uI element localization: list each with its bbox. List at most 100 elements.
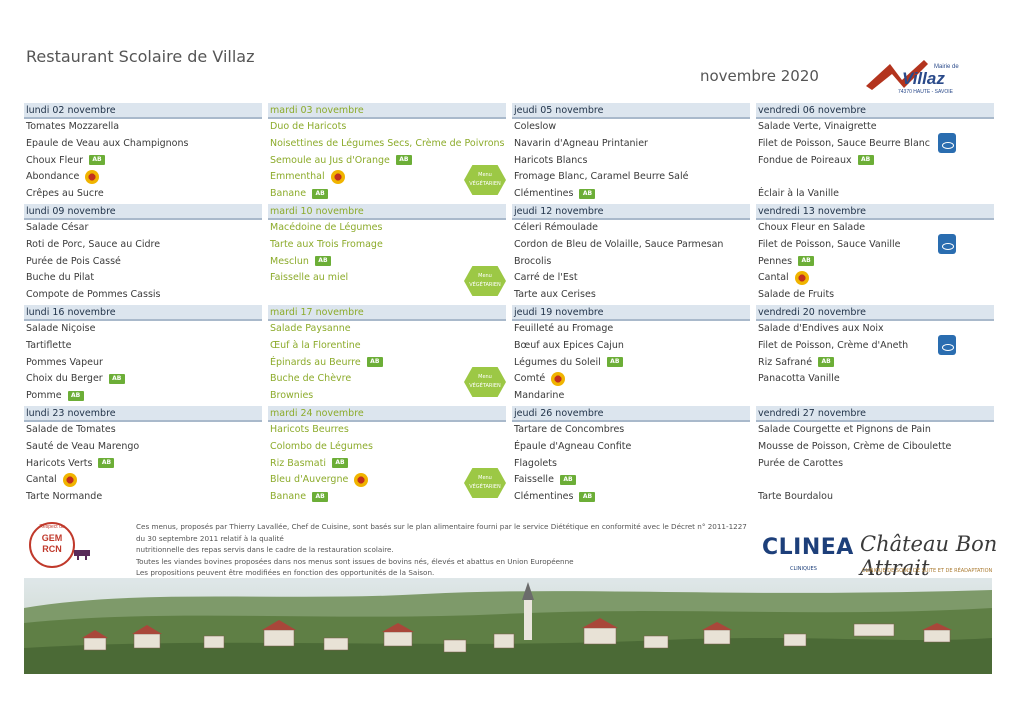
menu-item: Cantal: [756, 270, 994, 287]
menu-item: Banane AB: [268, 489, 506, 506]
menu-item: Filet de Poisson, Sauce Vanille: [756, 237, 994, 254]
menu-item-label: Roti de Porc, Sauce au Cidre: [26, 238, 161, 250]
menu-item: Œuf à la Florentine: [268, 338, 506, 355]
footer-line: nutritionnelle des repas servis dans le …: [136, 545, 394, 554]
menu-item-label: Mandarine: [514, 390, 565, 402]
menu-item: Bleu d'Auvergne: [268, 472, 506, 489]
day-header: jeudi 19 novembre: [512, 305, 750, 321]
menu-item-label: Cordon de Bleu de Volaille, Sauce Parmes…: [514, 238, 724, 250]
menu-item-label: Banane: [270, 491, 307, 503]
day-column: lundi 02 novembre Tomates Mozzarella Epaul…: [24, 103, 268, 204]
menu-item: Haricots Blancs: [512, 153, 750, 170]
day-header: mardi 10 novembre: [268, 204, 506, 220]
day-column: jeudi 26 novembre Tartare de Concombres Ép…: [512, 406, 756, 507]
menu-item: Coleslow: [512, 119, 750, 136]
menu-item-label: Fromage Blanc, Caramel Beurre Salé: [514, 171, 689, 183]
menu-item: Légumes du Soleil AB: [512, 355, 750, 372]
menu-item-label: Haricots Verts: [26, 457, 93, 469]
organic-ab-icon: AB: [579, 188, 596, 199]
menu-item-label: Légumes du Soleil: [514, 356, 601, 368]
day-header: lundi 16 novembre: [24, 305, 262, 321]
menu-item: Purée de Pois Cassé: [24, 254, 262, 271]
menu-item: [756, 472, 994, 489]
menu-item-label: Purée de Carottes: [758, 457, 844, 469]
clinea-logo: CLINEA: [762, 535, 854, 560]
menu-item: Clémentines AB: [512, 186, 750, 203]
menu-item-label: Macédoine de Légumes: [270, 222, 383, 233]
menu-items: Salade de Tomates Sauté de Veau Marengo Ha…: [24, 422, 262, 506]
menu-item: Tomates Mozzarella: [24, 119, 262, 136]
menu-item: Tarte Bourdalou: [756, 489, 994, 506]
menu-item: Choux Fleur en Salade: [756, 220, 994, 237]
menu-item-label: Salade Niçoise: [26, 323, 96, 334]
menu-item-label: Clémentines: [514, 491, 574, 503]
menu-item: Salade Verte, Vinaigrette: [756, 119, 994, 136]
organic-ab-icon: AB: [395, 155, 412, 166]
menu-item: Mousse de Poisson, Crème de Ciboulette: [756, 439, 994, 456]
organic-ab-icon: AB: [559, 474, 576, 485]
menu-item: Salade César: [24, 220, 262, 237]
day-header: vendredi 20 novembre: [756, 305, 994, 321]
bon-attrait-subtitle: CLINIQUE DE SOINS DE SUITE ET DE RÉADAPT…: [862, 568, 993, 574]
aop-label-icon: [62, 472, 77, 487]
menu-item-label: Tartare de Concombres: [514, 424, 625, 435]
week-row: lundi 16 novembre Salade Niçoise Tartiflet…: [24, 305, 1000, 406]
menu-item: Colombo de Légumes: [268, 439, 506, 456]
menu-item: Pomme AB: [24, 388, 262, 405]
menu-item: Duo de Haricots: [268, 119, 506, 136]
menu-item: Emmenthal: [268, 169, 506, 186]
week-row: lundi 23 novembre Salade de Tomates Sauté …: [24, 406, 1000, 507]
menu-item-label: Mesclun: [270, 255, 309, 267]
menu-item: Bœuf aux Epices Cajun: [512, 338, 750, 355]
menu-items: Feuilleté au Fromage Bœuf aux Epices Caju…: [512, 321, 750, 405]
menu-items: Salade César Roti de Porc, Sauce au Cidre…: [24, 220, 262, 304]
footer-line: Les propositions peuvent être modifiées …: [136, 568, 435, 577]
menu-item: Buche du Pilat: [24, 270, 262, 287]
menu-item: Roti de Porc, Sauce au Cidre: [24, 237, 262, 254]
day-header: vendredi 27 novembre: [756, 406, 994, 422]
day-column: mardi 10 novembre Macédoine de Légumes Tar…: [268, 204, 512, 305]
menu-item-label: Crêpes au Sucre: [26, 188, 104, 200]
menu-item-label: Salade Paysanne: [270, 323, 351, 334]
menu-item: Abondance: [24, 169, 262, 186]
organic-ab-icon: AB: [818, 357, 835, 368]
organic-ab-icon: AB: [331, 458, 348, 469]
menu-item: Purée de Carottes: [756, 456, 994, 473]
menu-item: Tarte Normande: [24, 489, 262, 506]
day-column: vendredi 06 novembre Salade Verte, Vinaig…: [756, 103, 1000, 204]
menu-items: Haricots Beurres Colombo de Légumes Riz Ba…: [268, 422, 506, 506]
day-column: mardi 03 novembre Duo de Haricots Noisetti…: [268, 103, 512, 204]
menu-item-label: Brocolis: [514, 255, 552, 267]
week-row: lundi 09 novembre Salade César Roti de Por…: [24, 204, 1000, 305]
aop-label-icon: [85, 169, 100, 184]
menu-item: Buche de Chèvre: [268, 371, 506, 388]
menu-item: Crêpes au Sucre: [24, 186, 262, 203]
menu-item-label: Tarte aux Trois Fromage: [270, 238, 383, 250]
menu-items: Céleri Rémoulade Cordon de Bleu de Volail…: [512, 220, 750, 304]
menu-items: Coleslow Navarin d'Agneau Printanier Haric…: [512, 119, 750, 203]
organic-ab-icon: AB: [579, 491, 596, 502]
menu-item-label: Colombo de Légumes: [270, 440, 373, 452]
day-column: vendredi 27 novembre Salade Courgette et …: [756, 406, 1000, 507]
menu-item-label: Bœuf aux Epices Cajun: [514, 339, 624, 351]
menu-item: Salade de Fruits: [756, 287, 994, 304]
menu-item-label: Coleslow: [514, 121, 557, 132]
menu-item-label: Sauté de Veau Marengo: [26, 440, 140, 452]
menu-item: Mandarine: [512, 388, 750, 405]
menu-item-label: Pomme: [26, 390, 62, 402]
day-header: jeudi 12 novembre: [512, 204, 750, 220]
aop-label-icon: [330, 169, 345, 184]
menu-item: Noisettines de Légumes Secs, Crème de Po…: [268, 136, 506, 153]
menu-item: [756, 388, 994, 405]
menu-item: Tarte aux Trois Fromage: [268, 237, 506, 254]
day-column: jeudi 12 novembre Céleri Rémoulade Cordon …: [512, 204, 756, 305]
menu-item: Riz Basmati AB: [268, 456, 506, 473]
menu-item: Tartare de Concombres: [512, 422, 750, 439]
menu-item: Macédoine de Légumes: [268, 220, 506, 237]
menu-item-label: Choix du Berger: [26, 373, 103, 385]
menu-item-label: Brownies: [270, 390, 314, 402]
menu-item-label: Carré de l'Est: [514, 272, 578, 284]
organic-ab-icon: AB: [312, 188, 329, 199]
day-column: lundi 16 novembre Salade Niçoise Tartiflet…: [24, 305, 268, 406]
menu-item: Navarin d'Agneau Printanier: [512, 136, 750, 153]
